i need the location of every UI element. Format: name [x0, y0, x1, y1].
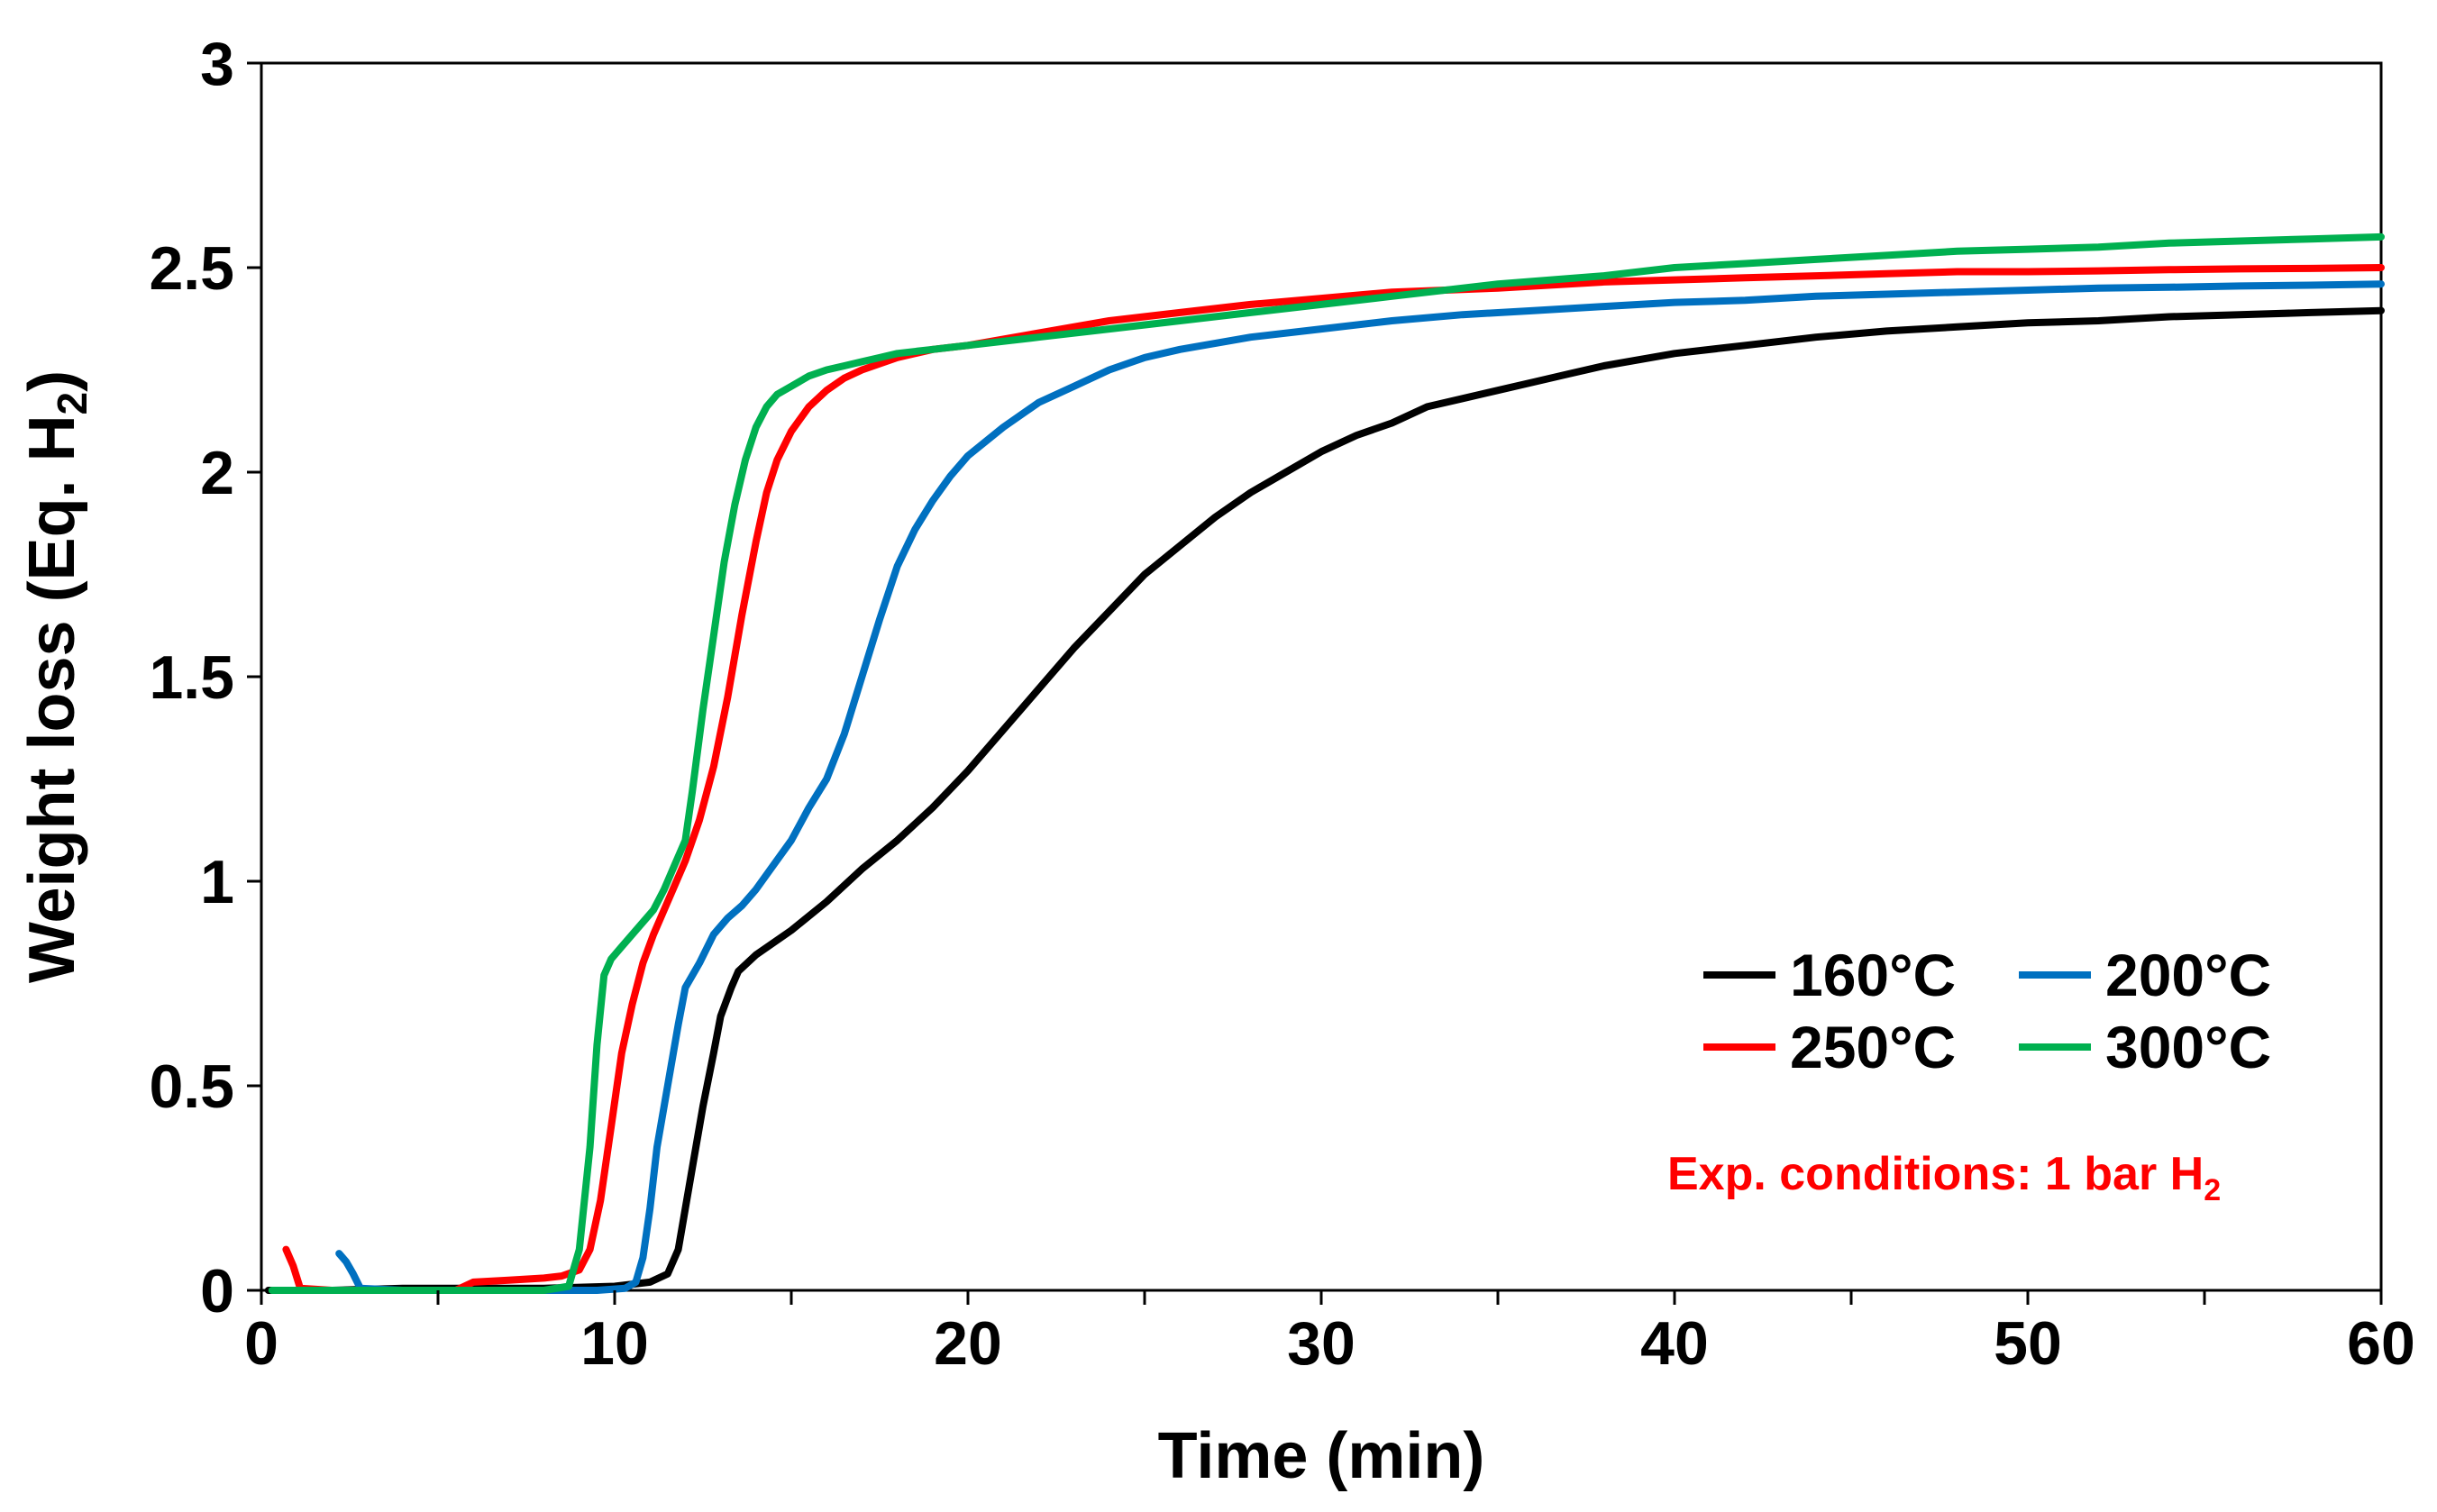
y-tick-label-1.5: 1.5: [149, 643, 234, 712]
x-tick-label-50: 50: [1994, 1309, 2062, 1378]
x-tick-label-30: 30: [1287, 1309, 1355, 1378]
y-axis-title-subscript: 2: [49, 392, 96, 415]
y-tick-label-0.5: 0.5: [149, 1052, 234, 1121]
legend-label-250C: 250°C: [1790, 1014, 1956, 1080]
series-line-300C: [268, 232, 2385, 1294]
x-tick-label-40: 40: [1640, 1309, 1709, 1378]
annotation-main: Exp. conditions: 1 bar H: [1667, 1148, 2204, 1200]
y-tick-label-2.5: 2.5: [149, 234, 234, 303]
series-line-200C: [335, 280, 2385, 1294]
y-axis-title-main: Weight loss (Eq. H: [16, 414, 88, 983]
x-tick-label-60: 60: [2347, 1309, 2415, 1378]
y-tick-label-0: 0: [200, 1257, 234, 1325]
x-tick-label-20: 20: [934, 1309, 1002, 1378]
y-axis-title-close: ): [16, 370, 88, 392]
annotation-conditions: Exp. conditions: 1 bar H2: [1667, 1148, 2221, 1207]
y-axis-title: Weight loss (Eq. H2): [16, 370, 96, 983]
y-tick-label-3: 3: [200, 30, 234, 98]
x-axis-title: Time (min): [1158, 1420, 1485, 1492]
series-line-160C: [264, 306, 2385, 1294]
axes-layer: 0 10 20 30 40 50 60 0 0.5 1 1.5 2 2.5 3: [149, 30, 2414, 1378]
legend-label-200C: 200°C: [2105, 942, 2271, 1008]
y-tick-label-1: 1: [200, 848, 234, 916]
y-tick-label-2: 2: [200, 439, 234, 507]
series-line-250C: [282, 264, 2385, 1294]
annotation-subscript: 2: [2204, 1173, 2221, 1207]
x-tick-label-0: 0: [244, 1309, 278, 1378]
legend: 160°C 200°C 250°C 300°C: [1703, 942, 2271, 1080]
legend-label-160C: 160°C: [1790, 942, 1956, 1008]
legend-label-300C: 300°C: [2105, 1014, 2271, 1080]
x-tick-label-10: 10: [580, 1309, 649, 1378]
series-layer: [264, 232, 2385, 1294]
